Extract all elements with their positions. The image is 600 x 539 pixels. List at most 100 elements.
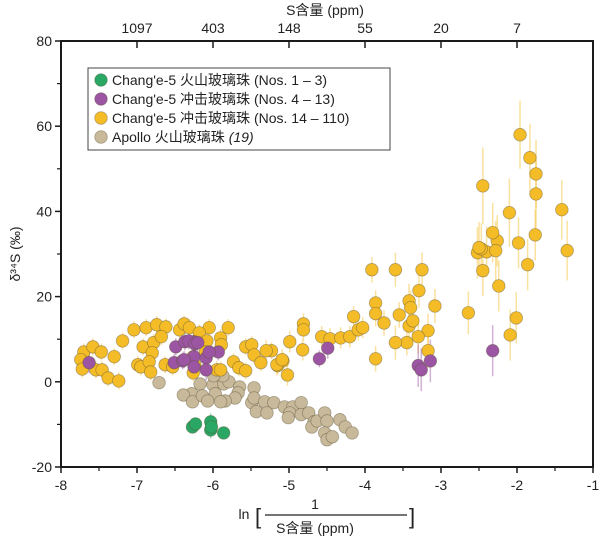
- legend-entry-count: (Nos. 4 – 13): [254, 91, 335, 107]
- data-point: [112, 374, 126, 388]
- data-point: [321, 341, 335, 355]
- x-axis-title-bracket-left: [: [255, 504, 261, 529]
- data-point: [368, 352, 383, 366]
- top-x-tick-label: 1097: [121, 20, 152, 36]
- data-point: [107, 349, 121, 364]
- x-axis-title-prefix: ln: [239, 506, 250, 522]
- data-point: [325, 430, 340, 444]
- data-points-layer: [74, 128, 574, 447]
- data-point: [529, 167, 543, 181]
- legend-box: [87, 67, 391, 151]
- data-point: [283, 335, 297, 349]
- data-point: [280, 368, 295, 382]
- x-tick-label: -4: [359, 477, 372, 493]
- data-point: [216, 426, 231, 440]
- data-point: [346, 309, 361, 324]
- data-point: [392, 308, 406, 322]
- data-point: [127, 323, 141, 337]
- data-point: [523, 151, 537, 165]
- legend-entry-label: Chang'e-5 火山玻璃珠: [112, 72, 254, 88]
- data-point: [82, 355, 96, 370]
- y-tick-label: 0: [44, 374, 52, 390]
- x-tick-label: -5: [283, 477, 296, 493]
- legend-entry: Chang'e-5 冲击玻璃珠 (Nos. 14 – 110): [112, 110, 349, 126]
- data-point: [400, 335, 414, 350]
- top-x-tick-label: 148: [277, 20, 301, 36]
- data-point: [191, 335, 205, 350]
- data-point: [520, 257, 535, 272]
- data-point: [154, 329, 169, 344]
- data-point: [503, 328, 517, 342]
- data-point: [388, 263, 403, 277]
- x-tick-label: -8: [55, 477, 68, 493]
- data-point: [388, 335, 403, 350]
- data-point: [511, 236, 526, 250]
- data-point: [177, 352, 191, 367]
- legend-entry-count: (Nos. 1 – 3): [254, 72, 327, 88]
- data-point: [152, 375, 166, 390]
- data-point: [281, 410, 295, 425]
- data-point: [312, 352, 327, 366]
- top-axis-title: S含量 (ppm): [286, 2, 364, 18]
- data-point: [345, 426, 359, 440]
- x-tick-label: -1: [587, 477, 600, 493]
- y-tick-label: 80: [36, 33, 52, 49]
- data-point: [200, 394, 215, 408]
- data-point: [296, 323, 311, 337]
- x-axis-title: ln [ 1 S含量 (ppm) ]: [239, 496, 416, 536]
- y-tick-label: 60: [36, 118, 52, 134]
- data-point: [199, 363, 213, 377]
- legend-marker: [94, 111, 108, 125]
- x-tick-label: -6: [207, 477, 220, 493]
- x-axis-title-numerator: 1: [311, 496, 319, 512]
- data-point: [489, 243, 503, 258]
- x-tick-label: -3: [435, 477, 448, 493]
- data-point: [94, 345, 108, 359]
- legend-entry: Chang'e-5 冲击玻璃珠 (Nos. 4 – 13): [112, 91, 335, 107]
- error-bars-layer: [80, 100, 568, 444]
- legend-entry-label: Chang'e-5 冲击玻璃珠: [112, 91, 254, 107]
- data-point: [513, 128, 527, 142]
- data-point: [188, 417, 203, 431]
- data-point: [275, 352, 289, 367]
- data-point: [423, 354, 438, 368]
- data-point: [115, 334, 130, 348]
- data-point: [187, 360, 201, 374]
- data-point: [254, 355, 268, 370]
- data-point: [365, 263, 379, 277]
- data-point: [213, 395, 228, 409]
- data-point: [343, 329, 357, 344]
- data-point: [428, 299, 442, 313]
- data-point: [476, 263, 490, 278]
- data-point: [476, 179, 490, 193]
- data-point: [143, 365, 158, 379]
- data-point: [528, 228, 542, 242]
- data-point: [555, 202, 569, 217]
- data-point: [377, 316, 391, 330]
- y-axis: -20 0 20 40 60 80: [32, 33, 61, 475]
- y-axis-title: δ³⁴S (‰): [7, 226, 23, 281]
- x-axis-title-denominator: S含量 (ppm): [276, 520, 354, 536]
- data-point: [415, 263, 429, 277]
- legend-marker: [94, 73, 108, 87]
- top-x-axis: 1097 403 148 55 20 7: [121, 20, 521, 48]
- data-point: [356, 320, 370, 335]
- top-x-tick-label: 20: [433, 20, 449, 36]
- data-point: [485, 344, 500, 358]
- data-point: [406, 314, 420, 328]
- data-point: [529, 187, 543, 201]
- data-point: [509, 311, 523, 325]
- legend-entry-count: (Nos. 14 – 110): [254, 110, 349, 126]
- data-point: [412, 283, 426, 298]
- data-point: [259, 344, 273, 358]
- legend-entry-count: (19): [229, 129, 254, 145]
- data-point: [185, 395, 200, 409]
- legend-entry-label: Apollo 火山玻璃珠: [112, 129, 229, 145]
- x-axis-title-bracket-right: ]: [409, 504, 415, 529]
- y-tick-label: 40: [36, 203, 52, 219]
- data-point: [320, 414, 334, 428]
- data-point: [202, 345, 216, 359]
- data-point: [492, 279, 506, 293]
- legend: Chang'e-5 火山玻璃珠 (Nos. 1 – 3)Chang'e-5 冲击…: [87, 67, 391, 151]
